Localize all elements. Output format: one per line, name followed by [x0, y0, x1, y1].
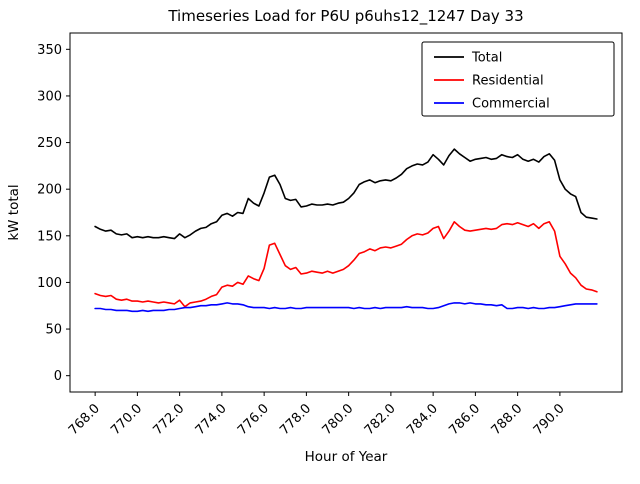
legend: Total Residential Commercial [421, 41, 615, 117]
y-tick-label: 100 [37, 276, 62, 291]
x-tick-label: 786.0 [446, 401, 483, 438]
legend-label-commercial: Commercial [472, 97, 550, 112]
y-tick-label: 200 [37, 183, 62, 198]
series-line-commercial [94, 302, 598, 313]
series-line-total [94, 148, 598, 240]
x-tick-label: 768.0 [66, 401, 103, 438]
y-tick-label: 150 [37, 229, 62, 244]
y-tick-label: 0 [54, 369, 62, 384]
x-tick-label: 780.0 [320, 401, 357, 438]
x-tick-label: 774.0 [193, 401, 230, 438]
x-tick-label: 778.0 [277, 401, 314, 438]
y-tick-label: 50 [45, 323, 62, 338]
x-tick-label: 784.0 [404, 401, 441, 438]
x-tick-label: 788.0 [489, 401, 526, 438]
series-line-residential [94, 221, 598, 308]
y-axis-label: kW total [6, 184, 22, 240]
chart-title: Timeseries Load for P6U p6uhs12_1247 Day… [167, 7, 523, 26]
x-tick-label: 790.0 [531, 401, 568, 438]
legend-box [421, 41, 615, 117]
y-tick-label: 350 [37, 43, 62, 58]
legend-label-total: Total [471, 51, 502, 66]
y-tick-label: 250 [37, 136, 62, 151]
x-tick-label: 776.0 [235, 401, 272, 438]
x-tick-label: 772.0 [151, 401, 188, 438]
y-tick-label: 300 [37, 89, 62, 104]
x-tick-label: 782.0 [362, 401, 399, 438]
legend-label-residential: Residential [472, 74, 544, 89]
x-tick-label: 770.0 [108, 401, 145, 438]
x-axis-label: Hour of Year [305, 449, 388, 465]
